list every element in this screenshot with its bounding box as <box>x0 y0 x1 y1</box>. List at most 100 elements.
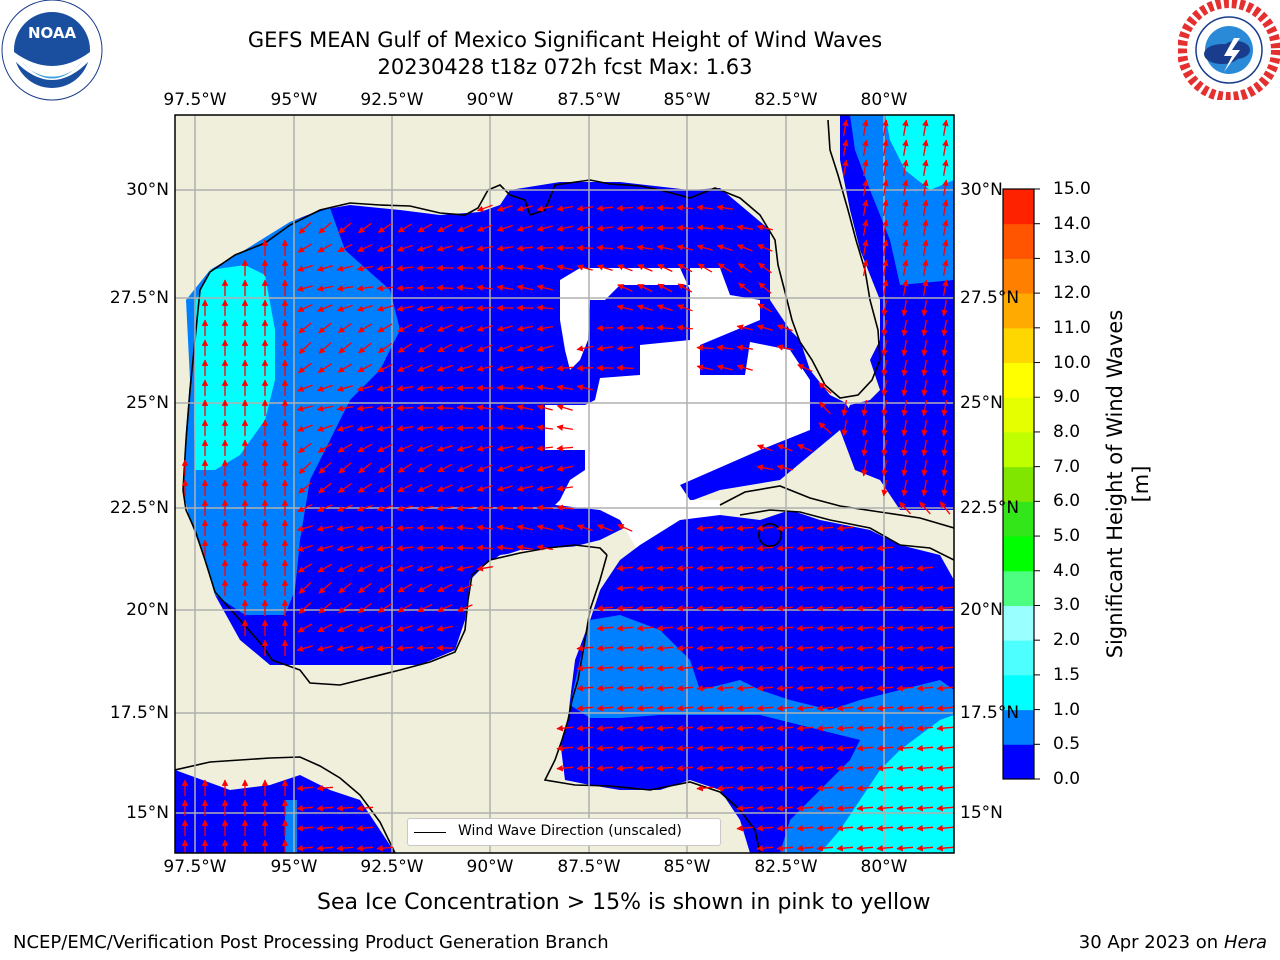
colorbar-tick-label: 14.0 <box>1053 213 1091 234</box>
wave-direction-arrow <box>437 463 453 473</box>
lat-tick-right: 20°N <box>960 600 1003 620</box>
wave-direction-arrow <box>456 384 474 392</box>
wave-direction-arrow <box>316 645 333 652</box>
wave-direction-arrow <box>337 363 353 373</box>
wave-direction-arrow <box>336 645 353 652</box>
wave-direction-arrow <box>376 265 393 272</box>
wave-direction-arrow <box>941 339 948 357</box>
wave-direction-arrow <box>516 325 533 332</box>
lat-tick-right: 27.5°N <box>960 288 1020 308</box>
wave-direction-arrow <box>941 359 948 377</box>
wave-direction-arrow <box>816 684 834 692</box>
wave-direction-arrow <box>736 664 754 672</box>
wave-direction-arrow <box>941 379 948 397</box>
wave-direction-arrow <box>716 784 734 792</box>
wave-direction-arrow <box>836 724 854 732</box>
wave-direction-arrow <box>338 602 352 614</box>
wave-direction-arrow <box>736 564 754 572</box>
wave-direction-arrow <box>457 464 473 472</box>
wave-direction-arrow <box>576 205 593 212</box>
wave-direction-arrow <box>916 844 934 852</box>
wave-direction-arrow <box>676 584 694 592</box>
wave-direction-arrow <box>377 342 392 354</box>
footer-right: 30 Apr 2023 on Hera <box>1079 932 1267 953</box>
wave-direction-arrow <box>297 243 313 253</box>
lat-tick-right: 17.5°N <box>960 703 1020 723</box>
wave-direction-arrow <box>516 384 534 392</box>
wave-direction-arrow <box>416 644 434 652</box>
wave-direction-arrow <box>696 684 714 692</box>
wave-direction-arrow <box>862 259 869 277</box>
wave-direction-arrow <box>816 604 834 612</box>
wave-field-atlantic-high <box>885 115 954 190</box>
wave-direction-arrow <box>881 319 888 337</box>
wave-direction-arrow <box>476 284 493 291</box>
wave-direction-arrow <box>941 439 948 457</box>
wave-direction-arrow <box>676 704 694 712</box>
colorbar-tick-label: 9.0 <box>1053 387 1081 408</box>
wave-field-caribbean-medium <box>570 615 954 853</box>
wave-direction-arrow <box>636 324 654 332</box>
wave-direction-arrow <box>656 564 674 572</box>
wave-direction-arrow <box>736 364 753 371</box>
wave-direction-arrow <box>476 565 494 572</box>
wave-direction-arrow <box>477 344 493 352</box>
wave-direction-arrow <box>298 582 312 594</box>
wave-direction-arrow <box>921 379 928 397</box>
wave-direction-arrow <box>656 544 674 552</box>
wave-direction-arrow <box>536 365 553 372</box>
wave-direction-arrow <box>736 644 754 652</box>
wave-direction-arrow <box>356 285 373 292</box>
noaa-logo: NOAA <box>1 0 103 101</box>
wave-direction-arrow <box>336 545 353 552</box>
wave-direction-arrow <box>796 544 814 552</box>
wave-direction-arrow <box>377 583 393 593</box>
wave-direction-arrow <box>922 219 929 237</box>
wave-direction-arrow <box>896 644 914 652</box>
wave-direction-arrow <box>696 364 713 371</box>
lon-tick-bottom: 85°W <box>663 857 711 877</box>
wave-direction-arrow <box>616 224 634 232</box>
wave-direction-arrow <box>736 764 754 772</box>
wave-direction-arrow <box>756 784 774 792</box>
wave-direction-arrow <box>516 524 533 531</box>
wave-direction-arrow <box>476 324 493 332</box>
wave-direction-arrow <box>716 564 734 572</box>
wave-direction-arrow <box>776 804 794 812</box>
wave-direction-arrow <box>318 342 332 354</box>
wave-direction-arrow <box>296 285 313 292</box>
wave-direction-arrow <box>676 684 694 692</box>
wave-direction-arrow <box>616 684 634 692</box>
wave-direction-arrow <box>596 684 614 692</box>
wave-direction-arrow <box>756 324 773 331</box>
wave-direction-arrow <box>656 584 674 592</box>
wave-direction-arrow <box>536 424 553 431</box>
wave-direction-arrow <box>876 824 894 832</box>
wave-direction-arrow <box>941 319 948 337</box>
wave-direction-arrow <box>916 744 934 752</box>
wave-direction-arrow <box>556 225 573 232</box>
wave-direction-arrow <box>776 784 794 792</box>
wave-direction-arrow <box>337 482 352 494</box>
wave-direction-arrow <box>456 284 474 292</box>
wave-direction-arrow <box>716 344 734 351</box>
wave-direction-arrow <box>377 462 392 474</box>
wave-direction-arrow <box>396 425 414 432</box>
wave-direction-arrow <box>676 224 694 232</box>
wave-direction-arrow <box>417 484 433 492</box>
wave-direction-arrow <box>496 404 514 411</box>
wave-direction-arrow <box>862 119 869 137</box>
wave-direction-arrow <box>916 624 934 632</box>
noaa-logo-text: NOAA <box>28 24 77 42</box>
wave-direction-arrow <box>942 159 949 177</box>
wave-direction-arrow <box>796 684 814 692</box>
wave-direction-arrow <box>536 485 554 492</box>
wave-direction-arrow <box>861 439 868 457</box>
wave-direction-arrow <box>377 363 393 373</box>
wave-direction-arrow <box>556 744 574 752</box>
wave-direction-arrow <box>716 684 734 692</box>
wave-direction-arrow <box>636 764 654 772</box>
wave-direction-arrow <box>776 604 794 612</box>
wave-direction-arrow <box>516 225 533 232</box>
wave-direction-arrow <box>757 303 773 313</box>
